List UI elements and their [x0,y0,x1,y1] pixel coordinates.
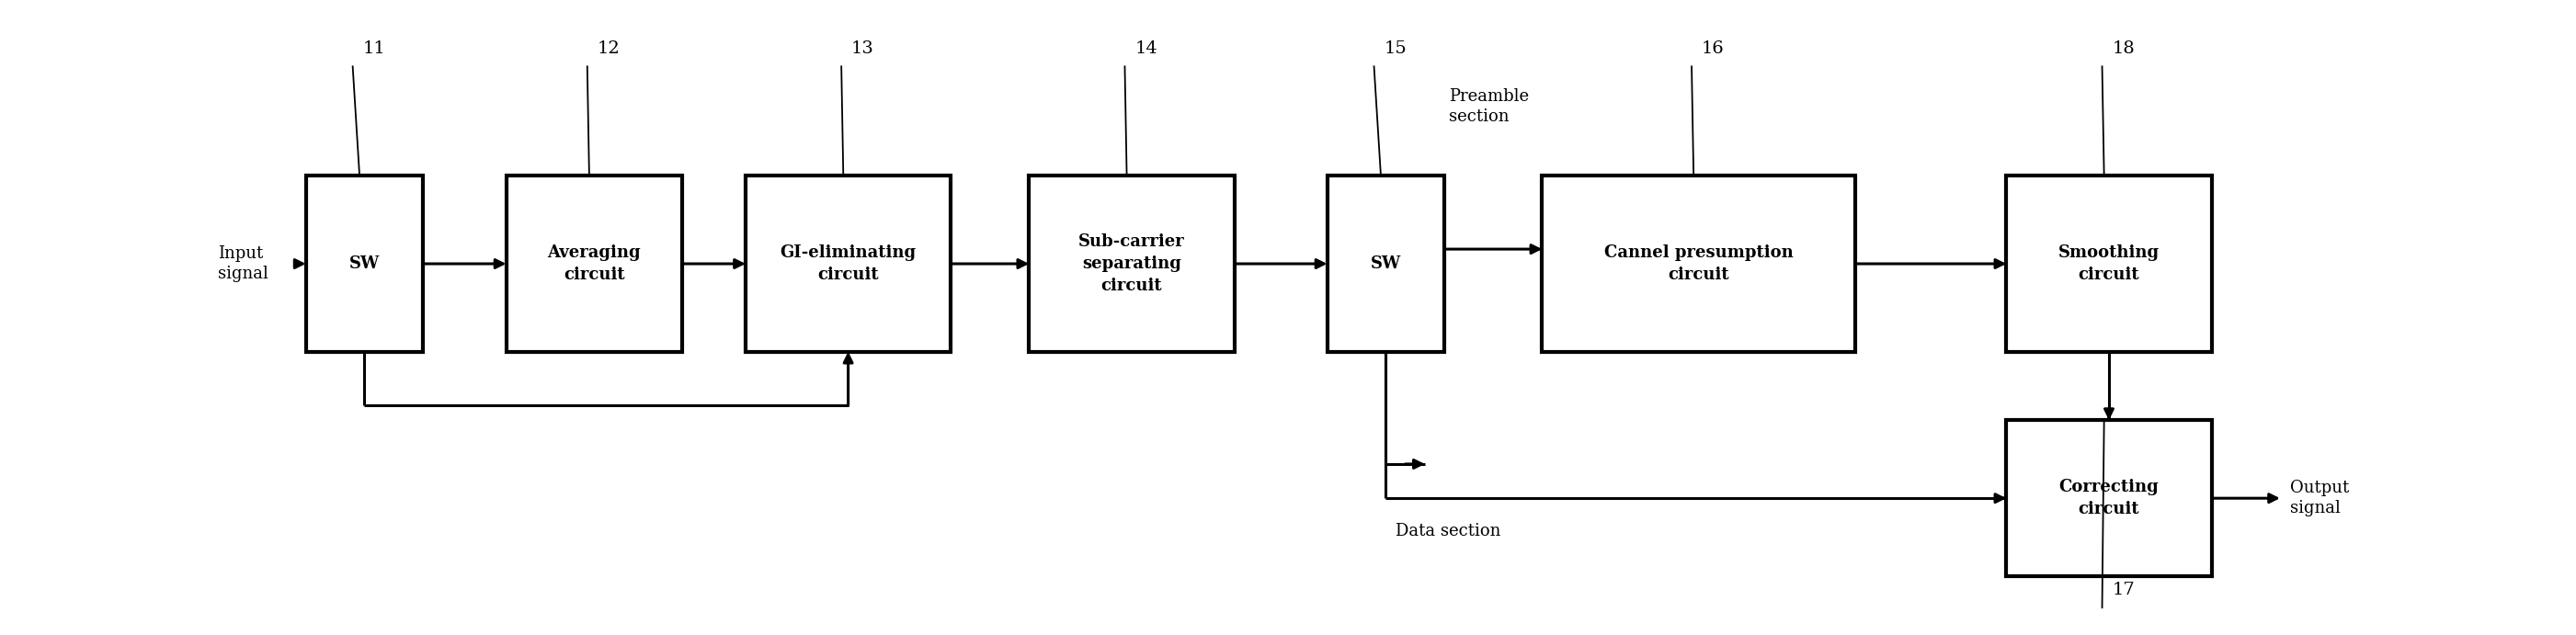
Bar [1543,176,1855,352]
Bar [505,176,683,352]
Text: Data section: Data section [1396,523,1502,539]
Text: 12: 12 [598,40,621,57]
Bar [2007,176,2213,352]
Text: Cannel presumption
circuit: Cannel presumption circuit [1605,244,1793,283]
Text: 16: 16 [1703,40,1723,57]
Text: Averaging
circuit: Averaging circuit [546,244,641,283]
Bar [1028,176,1234,352]
Text: Sub-carrier
separating
circuit: Sub-carrier separating circuit [1079,234,1185,294]
Text: Preamble
section: Preamble section [1450,88,1530,125]
Text: Correcting
circuit: Correcting circuit [2058,479,2159,518]
Text: Smoothing
circuit: Smoothing circuit [2058,244,2159,283]
Bar [744,176,951,352]
Text: GI-eliminating
circuit: GI-eliminating circuit [781,244,917,283]
Bar [1327,176,1445,352]
Text: SW: SW [350,255,379,272]
Text: 11: 11 [363,40,386,57]
Text: SW: SW [1370,255,1401,272]
Text: Output
signal: Output signal [2290,480,2349,517]
Bar [307,176,422,352]
Text: 13: 13 [853,40,873,57]
Text: 14: 14 [1136,40,1157,57]
Text: 15: 15 [1383,40,1406,57]
Text: 17: 17 [2112,581,2136,598]
Text: Input
signal: Input signal [219,245,268,282]
Text: 18: 18 [2112,40,2136,57]
Bar [2007,420,2213,577]
